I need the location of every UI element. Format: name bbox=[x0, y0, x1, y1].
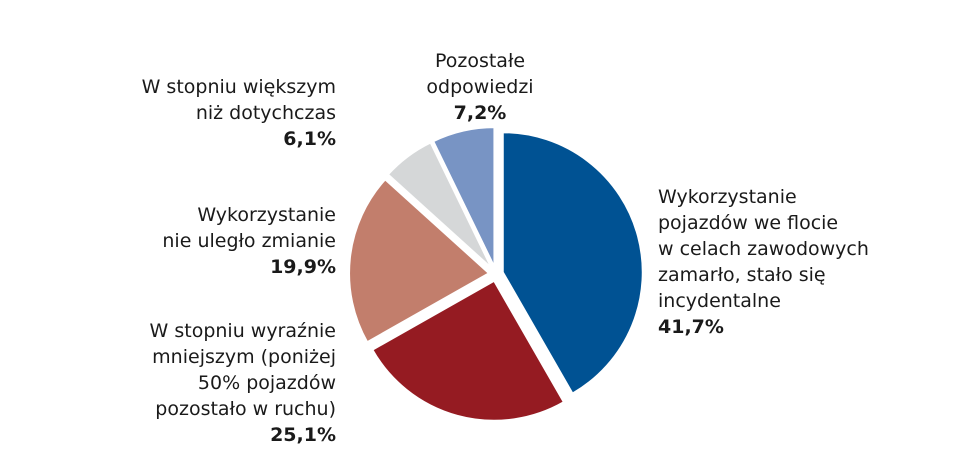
slice-label-2-line: Wykorzystanie bbox=[197, 204, 336, 226]
slice-label-4-line: Pozostałe bbox=[434, 50, 526, 72]
slice-label-0-line: w celach zawodowych bbox=[658, 238, 869, 260]
slice-label-1-line: 50% pojazdów bbox=[197, 372, 336, 394]
slice-label-1: W stopniu wyraźnie mniejszym (poniżej 50… bbox=[150, 318, 336, 448]
slice-label-3-line: W stopniu większym bbox=[141, 76, 336, 98]
slice-label-0-line: Wykorzystanie bbox=[658, 186, 797, 208]
slice-label-0-line: incydentalne bbox=[658, 290, 781, 312]
slice-value-4: 7,2% bbox=[453, 102, 507, 124]
slice-label-0-line: zamarło, stało się bbox=[658, 264, 826, 286]
pie-slice-0 bbox=[501, 131, 644, 395]
pie-slice-2 bbox=[348, 177, 491, 344]
slice-label-1-line: mniejszym (poniżej bbox=[152, 346, 336, 368]
slice-value-2: 19,9% bbox=[270, 256, 336, 278]
slice-value-3: 6,1% bbox=[283, 128, 336, 150]
pie-slice-1 bbox=[370, 279, 566, 422]
slice-label-3: W stopniu większym niż dotychczas 6,1% bbox=[142, 74, 336, 152]
slice-label-2: Wykorzystanie nie uległo zmianie 19,9% bbox=[162, 202, 336, 280]
slice-value-1: 25,1% bbox=[270, 424, 336, 446]
slice-label-3-line: niż dotychczas bbox=[195, 102, 336, 124]
slice-label-1-line: W stopniu wyraźnie bbox=[149, 320, 336, 342]
slice-label-2-line: nie uległo zmianie bbox=[162, 230, 336, 252]
slice-label-4: Pozostałe odpowiedzi 7,2% bbox=[400, 48, 560, 126]
pie-slice-4 bbox=[431, 126, 496, 268]
slice-label-0-line: pojazdów we flocie bbox=[658, 212, 839, 234]
slice-label-0: Wykorzystanie pojazdów we flocie w celac… bbox=[658, 184, 869, 340]
slice-label-4-line: odpowiedzi bbox=[426, 76, 534, 98]
slice-label-1-line: pozostało w ruchu) bbox=[155, 398, 336, 420]
pie-slice-3 bbox=[386, 141, 493, 270]
slice-value-0: 41,7% bbox=[658, 316, 724, 338]
